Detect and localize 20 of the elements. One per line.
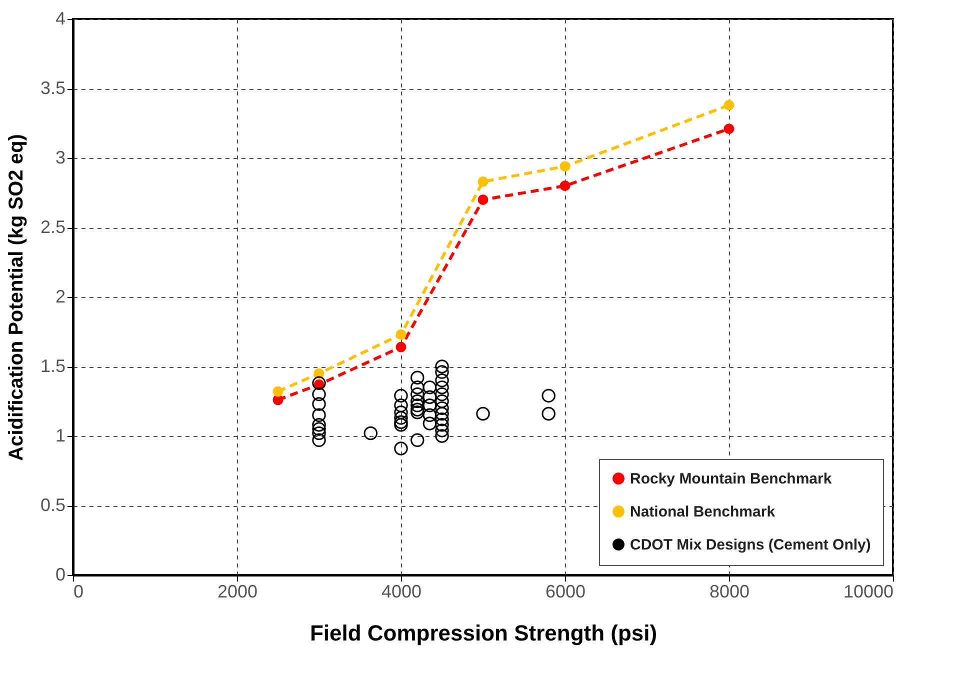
x-tick-label: 6000 — [545, 582, 586, 602]
x-tick-label: 0 — [74, 582, 84, 602]
x-tick-label: 4000 — [381, 582, 422, 602]
y-tick-label: 1 — [55, 426, 66, 446]
legend-label: CDOT Mix Designs (Cement Only) — [630, 536, 871, 554]
y-tick-label: 2.5 — [40, 217, 66, 237]
y-tick-label: 0.5 — [40, 495, 66, 515]
x-tick-label: 8000 — [709, 582, 750, 602]
legend-label: National Benchmark — [630, 504, 776, 520]
x-axis-title: Field Compression Strength (psi) — [310, 620, 658, 646]
x-tick-label: 10000 — [843, 582, 894, 602]
y-tick-label: 0 — [55, 564, 66, 584]
y-tick-label: 3.5 — [40, 78, 66, 98]
y-tick-label: 4 — [55, 8, 66, 28]
y-tick-label: 1.5 — [40, 356, 66, 376]
y-tick-label: 2 — [55, 286, 66, 306]
x-tick-label: 2000 — [217, 582, 258, 602]
y-axis-title: Acidification Potential (kg SO2 eq) — [5, 134, 28, 461]
legend-label: Rocky Mountain Benchmark — [630, 470, 832, 488]
y-tick-label: 3 — [55, 148, 66, 168]
